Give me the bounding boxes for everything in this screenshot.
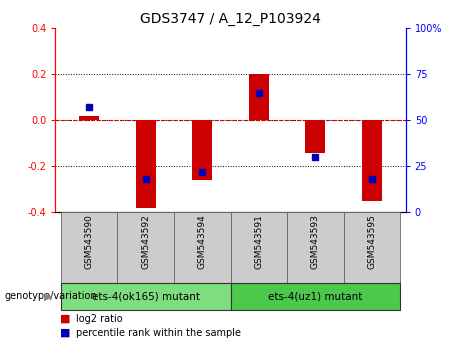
Text: ■: ■ xyxy=(60,314,71,324)
Text: GSM543591: GSM543591 xyxy=(254,215,263,269)
Bar xyxy=(362,120,382,201)
Text: GSM543595: GSM543595 xyxy=(367,215,376,269)
Bar xyxy=(305,120,325,153)
Text: GSM543593: GSM543593 xyxy=(311,215,320,269)
Bar xyxy=(174,212,230,283)
Bar xyxy=(136,120,156,208)
Text: ets-4(ok165) mutant: ets-4(ok165) mutant xyxy=(92,291,200,302)
Bar xyxy=(79,116,99,120)
Text: ▶: ▶ xyxy=(44,291,52,302)
Text: GSM543592: GSM543592 xyxy=(141,215,150,269)
Bar xyxy=(230,283,400,310)
Bar xyxy=(249,74,269,120)
Title: GDS3747 / A_12_P103924: GDS3747 / A_12_P103924 xyxy=(140,12,321,26)
Bar xyxy=(192,120,212,180)
Text: GSM543594: GSM543594 xyxy=(198,215,207,269)
Bar xyxy=(61,283,230,310)
Bar xyxy=(230,212,287,283)
Text: ets-4(uz1) mutant: ets-4(uz1) mutant xyxy=(268,291,362,302)
Bar xyxy=(61,212,118,283)
Bar xyxy=(287,212,343,283)
Text: ■: ■ xyxy=(60,328,71,338)
Text: genotype/variation: genotype/variation xyxy=(5,291,97,302)
Bar xyxy=(343,212,400,283)
Text: GSM543590: GSM543590 xyxy=(85,215,94,269)
Bar xyxy=(118,212,174,283)
Text: percentile rank within the sample: percentile rank within the sample xyxy=(76,328,241,338)
Text: log2 ratio: log2 ratio xyxy=(76,314,123,324)
